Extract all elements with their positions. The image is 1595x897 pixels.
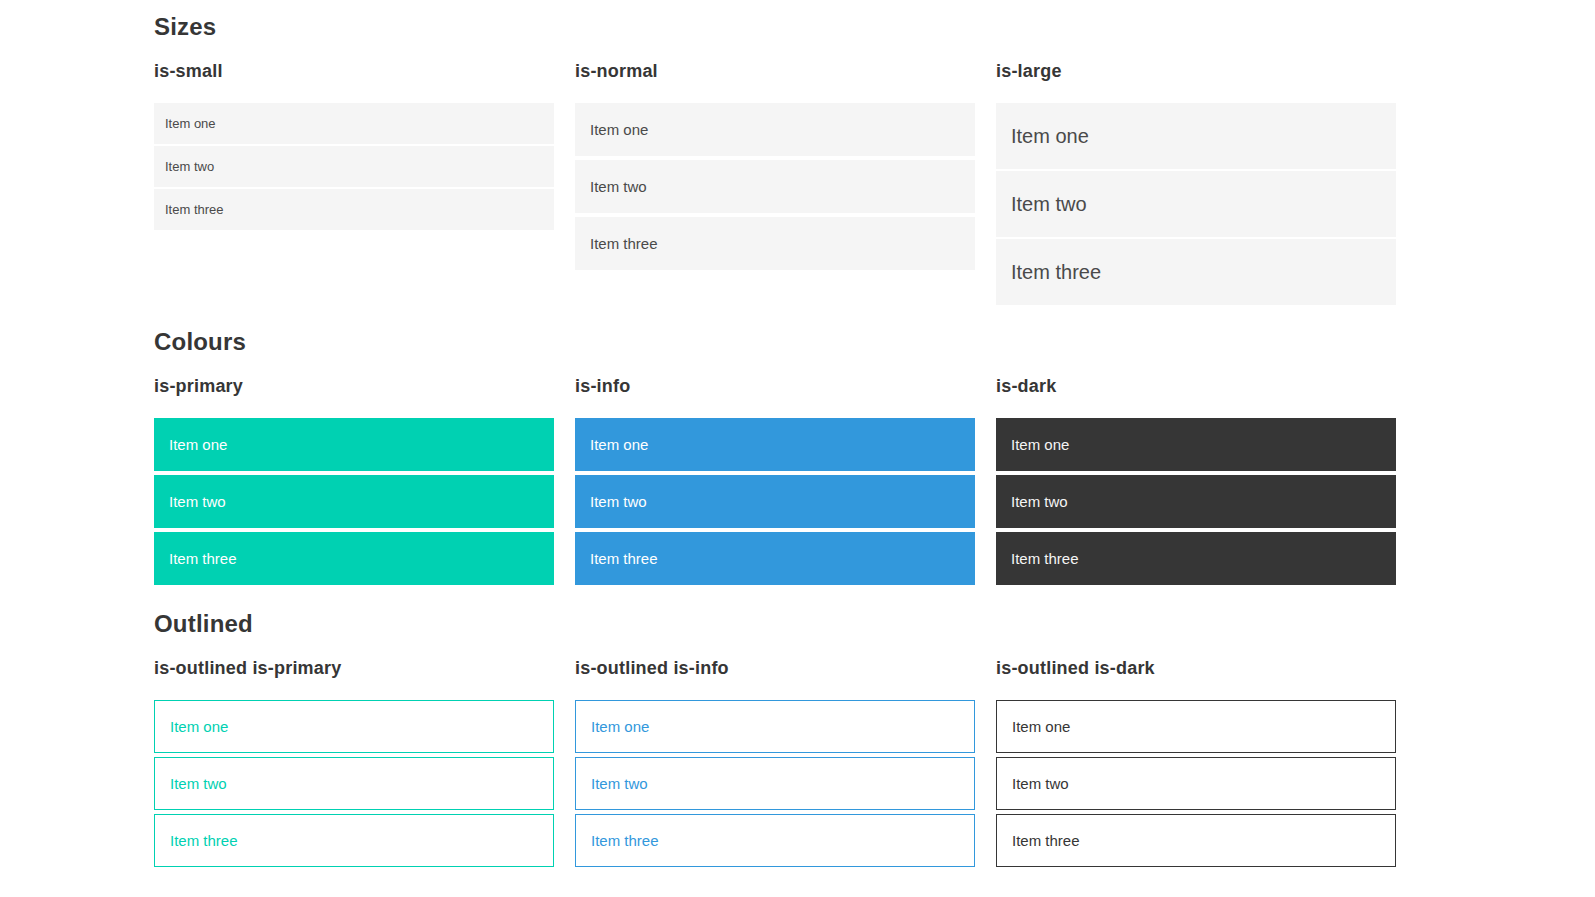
list: Item one Item two Item three (996, 103, 1396, 305)
group-is-dark: is-dark Item one Item two Item three (996, 376, 1396, 589)
list-item[interactable]: Item two (575, 475, 975, 528)
list: Item one Item two Item three (575, 700, 975, 867)
page: Sizes is-small Item one Item two Item th… (0, 0, 1595, 897)
list-item[interactable]: Item two (996, 757, 1396, 810)
list-item[interactable]: Item three (154, 814, 554, 867)
section-groups: is-primary Item one Item two Item three … (154, 376, 1396, 589)
group-label: is-primary (154, 376, 554, 397)
group-is-info: is-info Item one Item two Item three (575, 376, 975, 589)
list-item[interactable]: Item two (996, 475, 1396, 528)
list-item[interactable]: Item one (996, 418, 1396, 471)
list: Item one Item two Item three (575, 103, 975, 270)
section-groups: is-small Item one Item two Item three is… (154, 61, 1396, 307)
list: Item one Item two Item three (996, 418, 1396, 585)
list-item[interactable]: Item one (575, 700, 975, 753)
list-item[interactable]: Item three (996, 532, 1396, 585)
group-is-primary: is-primary Item one Item two Item three (154, 376, 554, 589)
section-colours: Colours is-primary Item one Item two Ite… (154, 328, 1396, 589)
section-sizes: Sizes is-small Item one Item two Item th… (154, 13, 1396, 307)
section-title: Sizes (154, 13, 1396, 41)
list-item[interactable]: Item one (996, 700, 1396, 753)
list-item[interactable]: Item one (154, 700, 554, 753)
section-groups: is-outlined is-primary Item one Item two… (154, 658, 1396, 871)
section-outlined: Outlined is-outlined is-primary Item one… (154, 610, 1396, 871)
group-label: is-info (575, 376, 975, 397)
list-item[interactable]: Item one (575, 418, 975, 471)
list-item[interactable]: Item two (154, 475, 554, 528)
list-item[interactable]: Item one (996, 103, 1396, 169)
list-item[interactable]: Item three (575, 814, 975, 867)
group-is-outlined-is-info: is-outlined is-info Item one Item two It… (575, 658, 975, 871)
list-item[interactable]: Item three (575, 532, 975, 585)
group-label: is-outlined is-dark (996, 658, 1396, 679)
list-item[interactable]: Item three (154, 532, 554, 585)
list-item[interactable]: Item three (996, 814, 1396, 867)
group-is-outlined-is-primary: is-outlined is-primary Item one Item two… (154, 658, 554, 871)
group-is-normal: is-normal Item one Item two Item three (575, 61, 975, 274)
group-is-small: is-small Item one Item two Item three (154, 61, 554, 232)
group-label: is-large (996, 61, 1396, 82)
list: Item one Item two Item three (154, 418, 554, 585)
group-label: is-normal (575, 61, 975, 82)
list-item[interactable]: Item three (996, 239, 1396, 305)
list-item[interactable]: Item two (575, 160, 975, 213)
list-item[interactable]: Item one (575, 103, 975, 156)
list-item[interactable]: Item two (154, 146, 554, 187)
list: Item one Item two Item three (154, 700, 554, 867)
list: Item one Item two Item three (575, 418, 975, 585)
list-item[interactable]: Item two (575, 757, 975, 810)
group-label: is-small (154, 61, 554, 82)
group-label: is-outlined is-info (575, 658, 975, 679)
list: Item one Item two Item three (154, 103, 554, 230)
group-is-large: is-large Item one Item two Item three (996, 61, 1396, 307)
list-item[interactable]: Item one (154, 103, 554, 144)
group-label: is-dark (996, 376, 1396, 397)
list-item[interactable]: Item three (575, 217, 975, 270)
list: Item one Item two Item three (996, 700, 1396, 867)
group-is-outlined-is-dark: is-outlined is-dark Item one Item two It… (996, 658, 1396, 871)
section-title: Colours (154, 328, 1396, 356)
list-item[interactable]: Item one (154, 418, 554, 471)
list-item[interactable]: Item two (996, 171, 1396, 237)
section-title: Outlined (154, 610, 1396, 638)
list-item[interactable]: Item three (154, 189, 554, 230)
list-item[interactable]: Item two (154, 757, 554, 810)
group-label: is-outlined is-primary (154, 658, 554, 679)
